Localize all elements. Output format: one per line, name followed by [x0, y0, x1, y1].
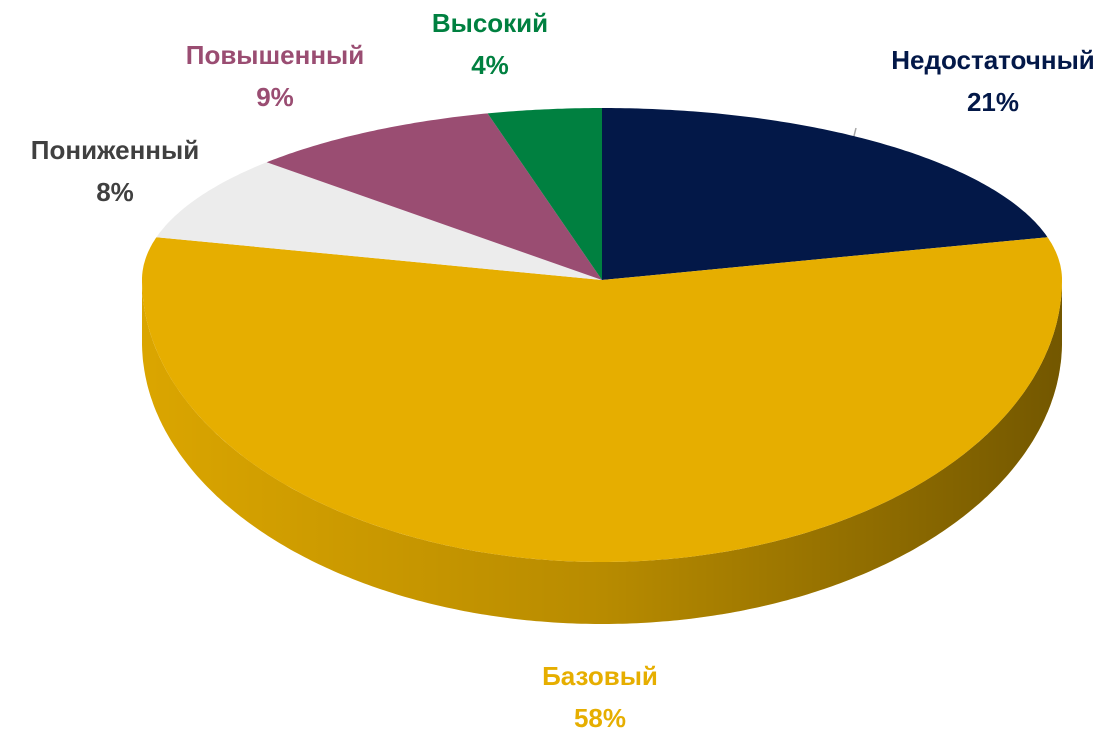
slice-side-shade [142, 280, 1062, 624]
value-label: 21% [967, 87, 1019, 117]
value-label: 4% [471, 50, 509, 80]
slice [142, 237, 1062, 562]
category-label: Базовый [542, 661, 658, 691]
slice [602, 108, 1048, 280]
value-label: 58% [574, 703, 626, 731]
category-label: Повышенный [186, 40, 364, 70]
slice [487, 108, 602, 280]
value-label: 8% [96, 177, 134, 207]
slice [156, 162, 602, 280]
slice [266, 113, 602, 281]
value-label: 9% [256, 82, 294, 112]
category-label: Пониженный [31, 135, 199, 165]
category-label: Недостаточный [891, 45, 1095, 75]
category-label: Высокий [432, 8, 548, 38]
